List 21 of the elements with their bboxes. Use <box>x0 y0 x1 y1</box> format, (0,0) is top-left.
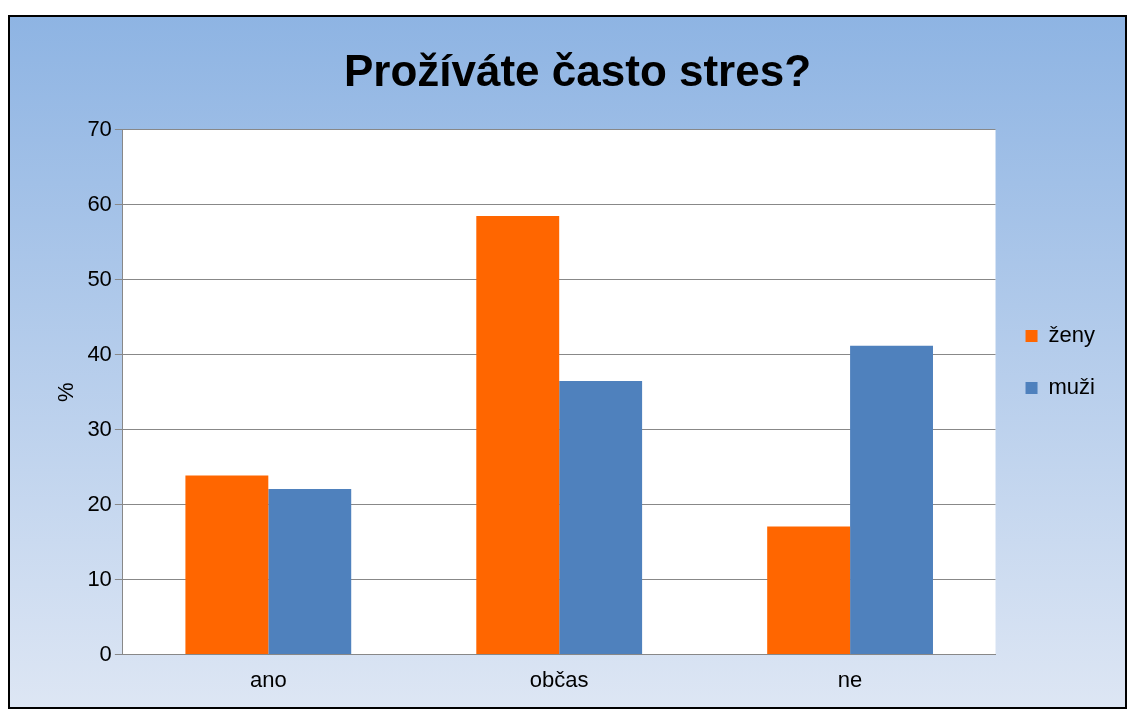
bar <box>185 475 269 655</box>
y-tick-label: 30 <box>87 415 112 441</box>
legend-label: ženy <box>1048 322 1096 348</box>
bar <box>476 216 560 655</box>
y-tick-label: 60 <box>87 190 112 216</box>
chart-title: Prožíváte často stres? <box>343 45 812 95</box>
y-tick-label: 0 <box>99 640 112 666</box>
bar <box>767 526 851 655</box>
bar <box>268 488 352 655</box>
x-tick-label: ano <box>249 666 287 692</box>
x-tick-label: občas <box>529 666 589 692</box>
y-tick-label: 20 <box>87 490 112 516</box>
y-axis-title: % <box>53 382 79 402</box>
y-tick-label: 40 <box>87 340 112 366</box>
bar <box>850 345 933 655</box>
y-tick-label: 10 <box>87 565 112 591</box>
bar <box>559 380 643 655</box>
y-tick-label: 50 <box>87 265 112 291</box>
legend-label: muži <box>1048 374 1095 400</box>
y-tick-label: 70 <box>87 115 112 141</box>
x-tick-label: ne <box>837 666 863 692</box>
